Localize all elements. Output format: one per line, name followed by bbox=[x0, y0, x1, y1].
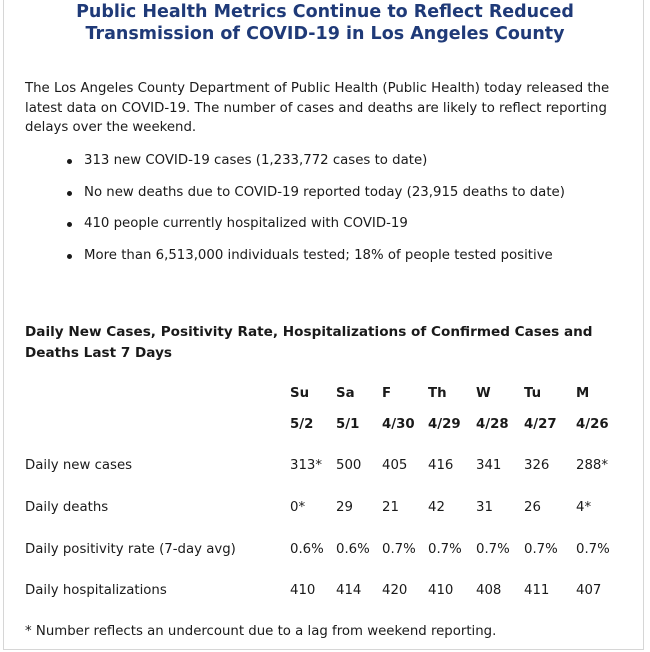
list-item: 410 people currently hospitalized with C… bbox=[25, 214, 625, 246]
row-label: Daily positivity rate (7-day avg) bbox=[25, 542, 236, 557]
table-cell: 29 bbox=[336, 500, 353, 515]
table-cell: 0.7% bbox=[576, 542, 610, 557]
table-cell: 411 bbox=[524, 583, 550, 598]
table-cell: 288* bbox=[576, 458, 609, 473]
table-cell: 341 bbox=[476, 458, 502, 473]
column-header-day: F bbox=[382, 386, 392, 401]
column-header-date: 5/1 bbox=[336, 417, 360, 432]
list-item: 313 new COVID-19 cases (1,233,772 cases … bbox=[25, 151, 625, 183]
table-cell: 410 bbox=[290, 583, 316, 598]
document-frame bbox=[3, 0, 644, 650]
list-item: More than 6,513,000 individuals tested; … bbox=[25, 246, 625, 278]
table-cell: 326 bbox=[524, 458, 550, 473]
intro-paragraph: The Los Angeles County Department of Pub… bbox=[25, 81, 610, 135]
column-header-day: M bbox=[576, 386, 590, 401]
table-cell: 420 bbox=[382, 583, 408, 598]
table-title: Daily New Cases, Positivity Rate, Hospit… bbox=[25, 324, 593, 361]
table-cell: 4* bbox=[576, 500, 592, 515]
column-header-day: Tu bbox=[524, 386, 542, 401]
table-cell: 410 bbox=[428, 583, 454, 598]
table-cell: 0* bbox=[290, 500, 306, 515]
column-header-date: 4/28 bbox=[476, 417, 509, 432]
title-line-1: Public Health Metrics Continue to Reflec… bbox=[76, 2, 574, 22]
table-cell: 42 bbox=[428, 500, 445, 515]
table-cell: 31 bbox=[476, 500, 493, 515]
table-cell: 407 bbox=[576, 583, 602, 598]
table-cell: 408 bbox=[476, 583, 502, 598]
table-cell: 0.6% bbox=[290, 542, 324, 557]
column-header-day: Su bbox=[290, 386, 310, 401]
table-cell: 500 bbox=[336, 458, 362, 473]
row-label: Daily deaths bbox=[25, 500, 109, 515]
list-item: No new deaths due to COVID-19 reported t… bbox=[25, 183, 625, 215]
column-header-day: Th bbox=[428, 386, 447, 401]
row-label: Daily hospitalizations bbox=[25, 583, 167, 598]
table-cell: 0.7% bbox=[524, 542, 558, 557]
table-cell: 0.6% bbox=[336, 542, 370, 557]
table-cell: 405 bbox=[382, 458, 408, 473]
column-header-day: W bbox=[476, 386, 491, 401]
title-line-2: Transmission of COVID-19 in Los Angeles … bbox=[85, 24, 565, 44]
table-cell: 21 bbox=[382, 500, 399, 515]
table-cell: 0.7% bbox=[476, 542, 510, 557]
page-title: Public Health Metrics Continue to Reflec… bbox=[0, 1, 650, 45]
row-label: Daily new cases bbox=[25, 458, 133, 473]
table-cell: 313* bbox=[290, 458, 323, 473]
footnote: * Number reflects an undercount due to a… bbox=[25, 624, 497, 639]
column-header-day: Sa bbox=[336, 386, 355, 401]
table-cell: 26 bbox=[524, 500, 541, 515]
column-header-date: 4/30 bbox=[382, 417, 415, 432]
table-cell: 0.7% bbox=[428, 542, 462, 557]
column-header-date: 5/2 bbox=[290, 417, 314, 432]
table-cell: 414 bbox=[336, 583, 362, 598]
table-cell: 416 bbox=[428, 458, 454, 473]
table-cell: 0.7% bbox=[382, 542, 416, 557]
column-header-date: 4/27 bbox=[524, 417, 557, 432]
column-header-date: 4/29 bbox=[428, 417, 461, 432]
column-header-date: 4/26 bbox=[576, 417, 609, 432]
key-metrics-list: 313 new COVID-19 cases (1,233,772 cases … bbox=[25, 151, 625, 277]
